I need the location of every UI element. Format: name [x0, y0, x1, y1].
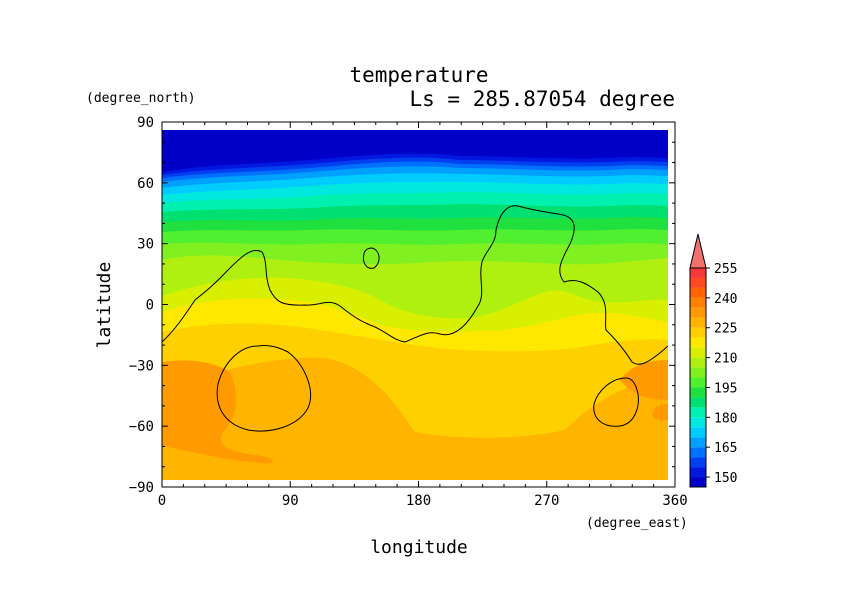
colorbar-extend-triangle	[689, 233, 707, 269]
x-tick-label: 0	[158, 493, 166, 509]
x-unit-label: (degree_east)	[586, 516, 688, 531]
x-tick-label: 180	[406, 493, 431, 509]
y-tick-label: 60	[137, 176, 154, 192]
contour-main	[162, 205, 668, 365]
y-axis-label: latitude	[94, 262, 115, 349]
colorbar-segment	[690, 277, 706, 288]
colorbar-segment	[690, 397, 706, 408]
colorbar-segment	[690, 307, 706, 318]
x-tick-label: 270	[534, 493, 559, 509]
colorbar-segment	[690, 387, 706, 398]
colorbar-frame	[689, 267, 707, 488]
contour-island	[363, 247, 380, 269]
colorbar-segment	[690, 407, 706, 418]
x-tick-label: 90	[282, 493, 299, 509]
contour-argyre	[593, 377, 639, 427]
colorbar-segment	[690, 457, 706, 468]
colorbar-label: 255	[714, 262, 737, 277]
colorbar-segment	[690, 327, 706, 338]
colorbar-segment	[690, 417, 706, 428]
colorbar-label: 210	[714, 352, 737, 367]
axes: 0 90 180 270 360 90 60 30 0 −30 −60 −90	[129, 115, 688, 509]
y-tick-label: −30	[129, 358, 154, 374]
colorbar-segment	[690, 437, 706, 448]
colorbar-label: 165	[714, 441, 737, 456]
colorbar-segment	[690, 477, 706, 487]
colorbar-segment	[690, 447, 706, 458]
y-tick-label: 30	[137, 237, 154, 253]
topography-contours	[162, 205, 668, 432]
colorbar-segment	[690, 347, 706, 358]
temperature-field	[162, 130, 668, 480]
colorbar-segment	[690, 297, 706, 308]
colorbar-segment	[690, 467, 706, 478]
colorbar-segment	[690, 317, 706, 328]
colorbar-label: 195	[714, 381, 737, 396]
x-tick-label: 360	[662, 493, 687, 509]
y-tick-label: 90	[137, 115, 154, 131]
y-tick-label: 0	[146, 298, 154, 314]
colorbar-segment	[690, 337, 706, 348]
colorbar-label: 225	[714, 322, 737, 337]
y-tick-label: −60	[129, 419, 154, 435]
colorbar-segment	[690, 268, 706, 278]
contour-hellas	[216, 345, 312, 432]
colorbar-segment	[690, 367, 706, 378]
colorbar-segment	[690, 377, 706, 388]
chart-title: temperature	[349, 63, 488, 87]
chart-subtitle: Ls = 285.87054 degree	[409, 87, 675, 111]
colorbar-segment	[690, 287, 706, 298]
y-unit-label: (degree_north)	[86, 91, 196, 106]
colorbar-label: 180	[714, 411, 737, 426]
colorbar-segment	[690, 427, 706, 438]
y-tick-label: −90	[129, 480, 154, 496]
x-axis-label: longitude	[370, 537, 468, 558]
colorbar-label: 240	[714, 292, 737, 307]
colorbar: 150 165 180 195 210 225 240 255	[689, 233, 737, 488]
colorbar-segment	[690, 357, 706, 368]
colorbar-label: 150	[714, 471, 737, 486]
